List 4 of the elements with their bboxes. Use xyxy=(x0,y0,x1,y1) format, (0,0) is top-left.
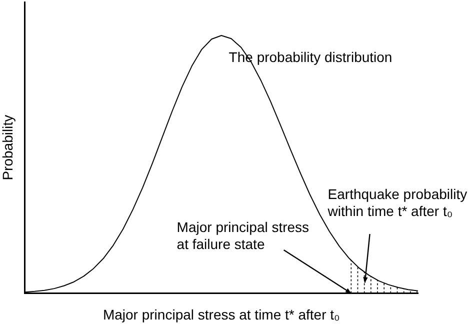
x-axis-title: Major principal stress at time t* after t₀ xyxy=(102,306,340,322)
annotation: Major principal stress at failure state xyxy=(176,218,310,252)
y-axis-title: Probability xyxy=(0,114,16,180)
annotation: Earthquake probability within time t* after t₀ xyxy=(326,186,468,219)
